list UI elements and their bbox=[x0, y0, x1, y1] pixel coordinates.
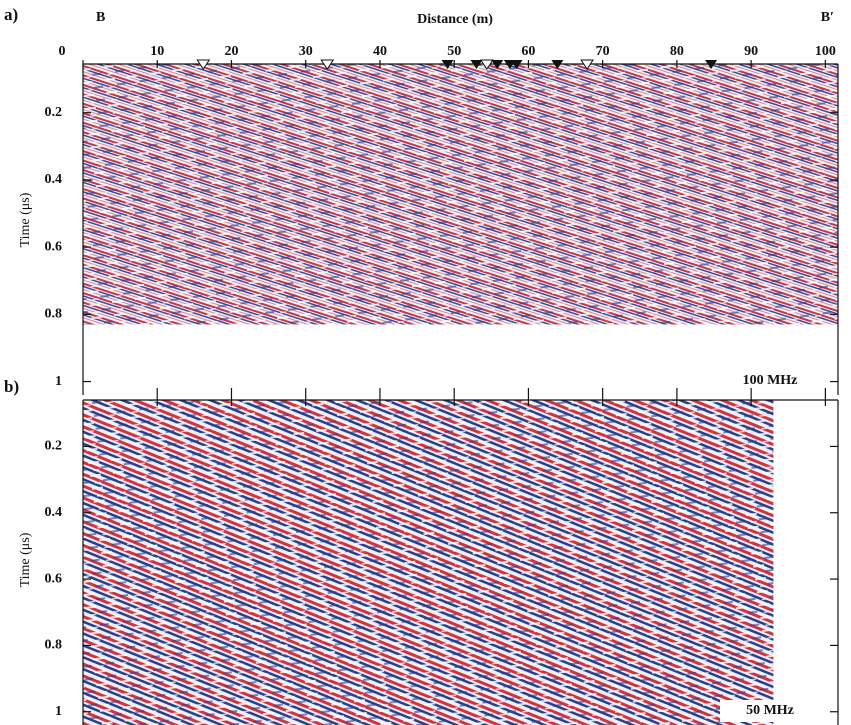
open-marker bbox=[320, 59, 335, 70]
x-tick-label: 30 bbox=[299, 44, 313, 59]
x-tick-label: 40 bbox=[373, 44, 387, 59]
x-tick-label: 60 bbox=[521, 44, 535, 59]
x-tick-label: 0 bbox=[59, 44, 66, 59]
y-tick-label: 0.8 bbox=[45, 638, 63, 653]
filled-marker bbox=[441, 60, 454, 69]
x-tick-label: 100 bbox=[815, 44, 836, 59]
annotation-bg bbox=[720, 370, 820, 392]
x-tick-label: 90 bbox=[744, 44, 758, 59]
annotation: 50 MHz bbox=[746, 703, 794, 718]
x-tick-label: 70 bbox=[596, 44, 610, 59]
filled-marker bbox=[470, 60, 483, 69]
filled-marker bbox=[491, 60, 504, 69]
annotation-bg bbox=[720, 700, 820, 722]
y-tick-label: 0.8 bbox=[45, 307, 63, 322]
x-tick-label: 50 bbox=[447, 44, 461, 59]
y-axis-title: Time (μs) bbox=[18, 532, 33, 587]
filled-marker bbox=[510, 60, 523, 69]
y-tick-label: 0.4 bbox=[45, 505, 63, 520]
x-tick-label: 20 bbox=[224, 44, 238, 59]
y-axis-title: Time (μs) bbox=[18, 192, 33, 247]
y-tick-label: 0.2 bbox=[45, 439, 63, 454]
y-tick-label: 0.4 bbox=[45, 172, 63, 187]
open-marker bbox=[580, 59, 595, 70]
y-tick-label: 1 bbox=[55, 374, 62, 389]
radargram-image bbox=[83, 400, 774, 725]
filled-marker bbox=[705, 60, 718, 69]
open-marker bbox=[196, 59, 211, 70]
open-marker bbox=[479, 59, 494, 70]
y-tick-label: 0.6 bbox=[45, 571, 63, 586]
x-tick-label: 80 bbox=[670, 44, 684, 59]
end-label: B′ bbox=[821, 10, 834, 25]
filled-marker bbox=[551, 60, 564, 69]
start-label: B bbox=[96, 10, 105, 25]
x-tick-label: 10 bbox=[150, 44, 164, 59]
x-axis-title: Distance (m) bbox=[417, 12, 493, 27]
panel-label: a) bbox=[4, 5, 18, 24]
y-tick-label: 0.6 bbox=[45, 239, 63, 254]
panel-label: b) bbox=[4, 377, 19, 396]
y-tick-label: 0.2 bbox=[45, 105, 63, 120]
radargram-image bbox=[83, 64, 838, 325]
annotation: 100 MHz bbox=[743, 373, 798, 388]
y-tick-label: 1 bbox=[55, 704, 62, 719]
